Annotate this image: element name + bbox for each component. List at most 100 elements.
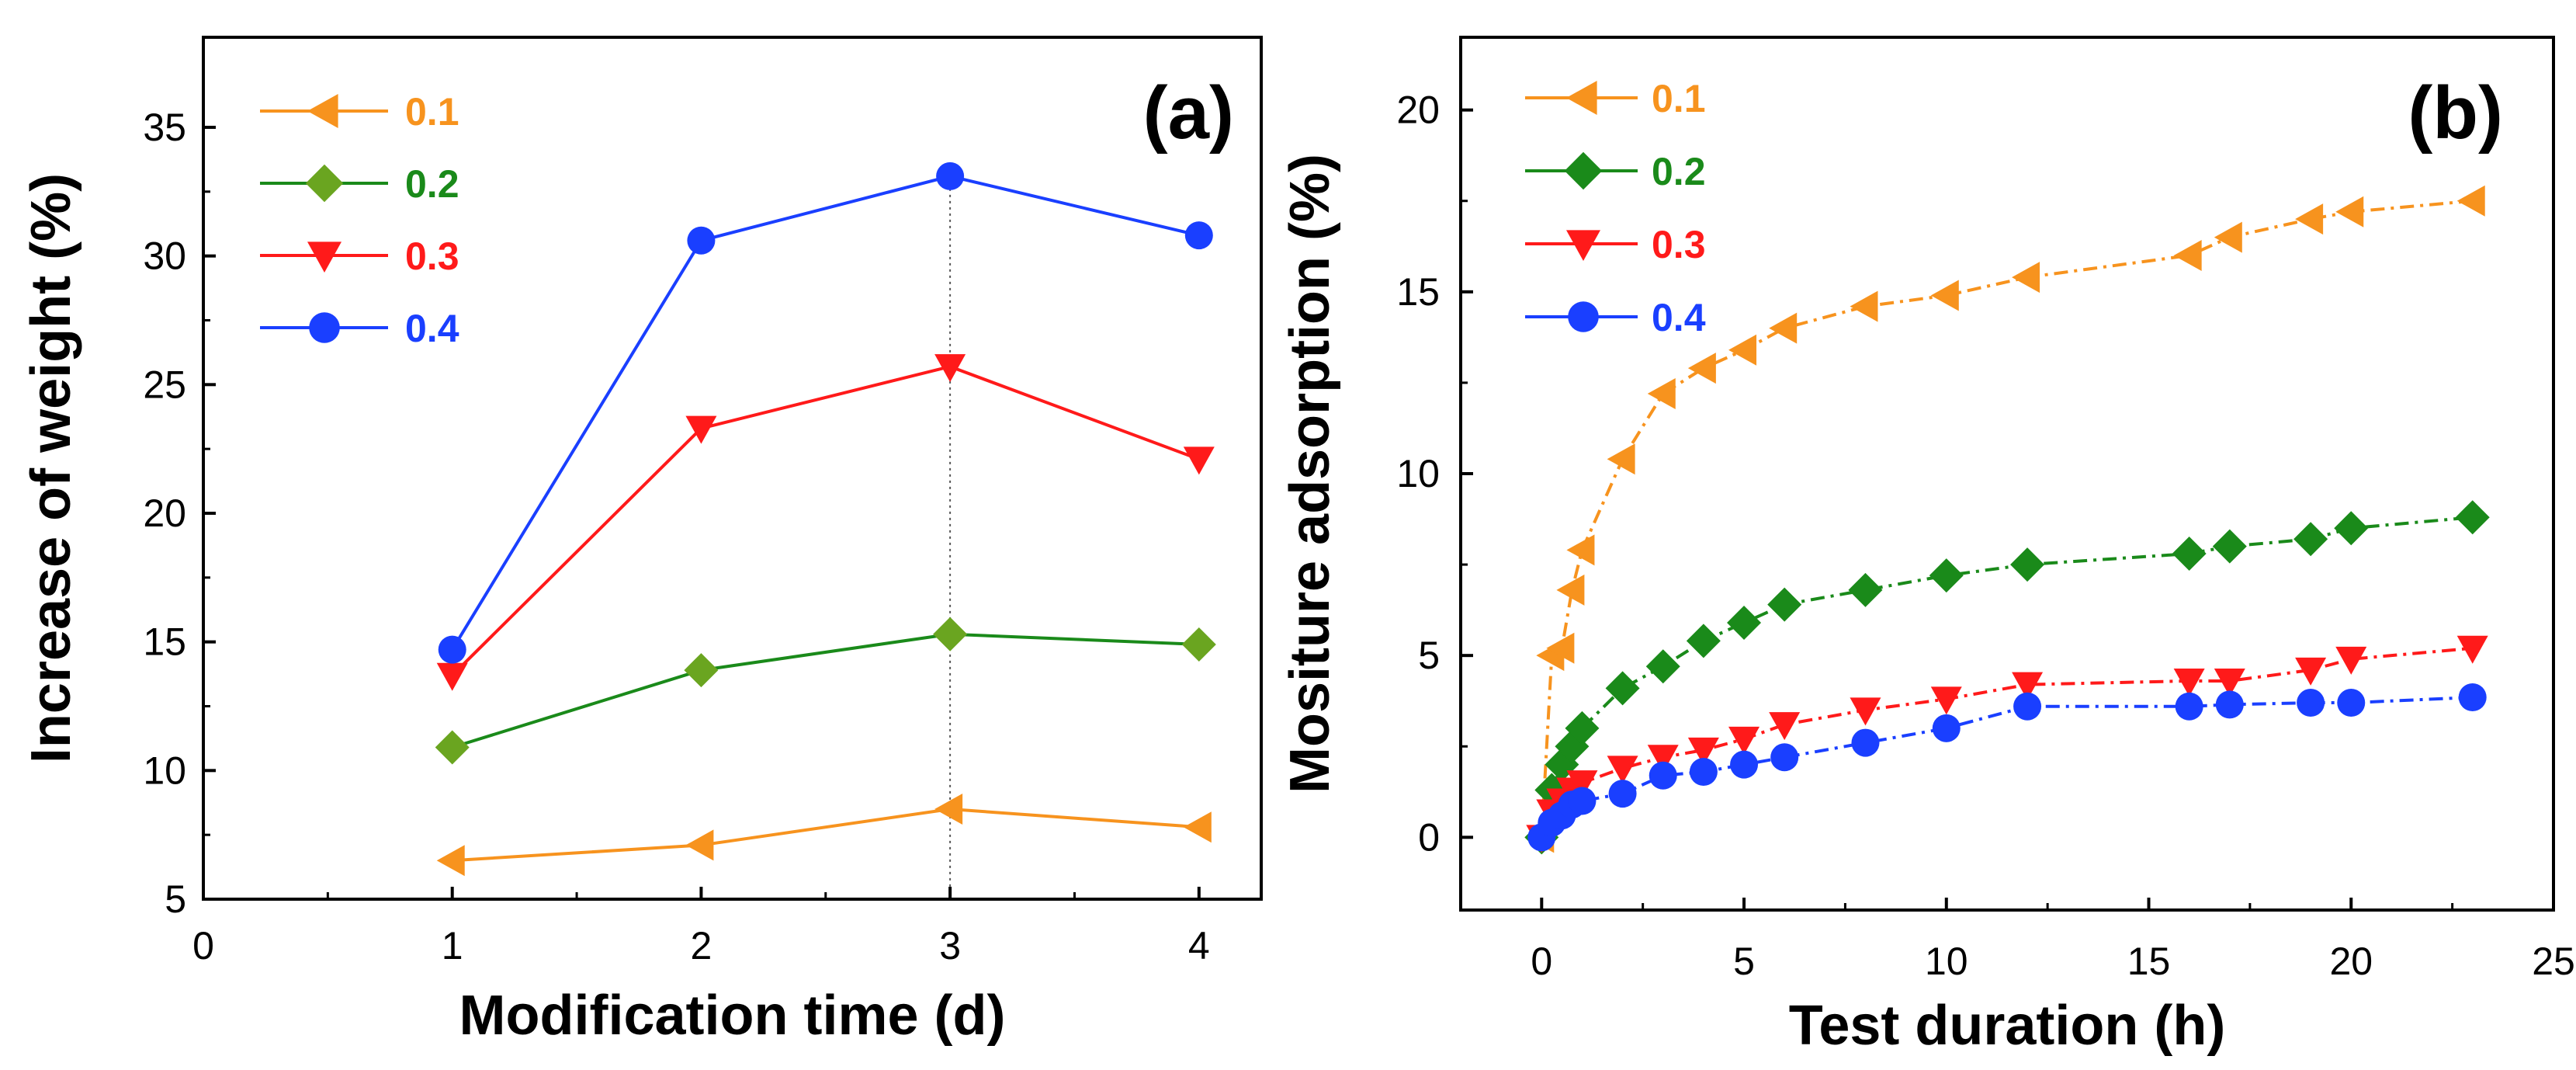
data-point-0.1 (1850, 290, 1878, 322)
data-point-0.1 (1647, 377, 1676, 409)
data-point-0.1 (1556, 574, 1585, 606)
y-tick-label: 30 (143, 234, 186, 278)
data-point-0.1 (1566, 534, 1595, 566)
data-point-0.3 (1687, 737, 1719, 766)
series-line-0.1 (1540, 199, 2473, 838)
panel-b: 0 5 10 15 20 25 0 5 10 15 20 Test duration (h) Mosit… (1279, 36, 2575, 1057)
series-line-0.1 (452, 808, 1199, 863)
data-point-0.3 (436, 662, 468, 691)
data-point-0.1 (1769, 312, 1798, 344)
legend-marker (1566, 230, 1600, 261)
legend-marker (305, 164, 344, 203)
data-point-0.4 (2013, 692, 2042, 721)
data-point-0.2 (1767, 587, 1802, 622)
data-point-0.3 (685, 415, 717, 444)
legend-label: 0.2 (1652, 150, 1706, 193)
data-point-0.2 (2212, 529, 2247, 564)
panel-label: (b) (2408, 71, 2503, 155)
y-tick-label: 20 (1396, 89, 1440, 132)
data-point-0.3 (1930, 686, 1962, 715)
data-point-0.2 (1565, 710, 1600, 745)
data-point-0.1 (1728, 334, 1757, 366)
legend-label: 0.2 (405, 162, 459, 206)
plot-frame (202, 36, 1263, 901)
legend-marker (307, 241, 342, 273)
data-point-0.3 (1183, 446, 1215, 475)
data-point-0.3 (1728, 726, 1760, 755)
x-axis-title: Modification time (d) (459, 985, 1006, 1047)
data-point-0.3 (2335, 646, 2367, 675)
data-point-0.1 (1687, 353, 1716, 384)
data-point-0.2 (1181, 627, 1216, 662)
data-point-0.1 (2012, 262, 2040, 294)
series-line-0.4 (450, 174, 1200, 651)
data-point-0.3 (1647, 745, 1679, 773)
data-point-0.4 (936, 162, 965, 190)
data-point-0.3 (1850, 697, 1881, 726)
legend-label: 0.1 (1652, 77, 1706, 120)
y-axis-title: Mositure adsorption (%) (1279, 154, 1341, 794)
data-point-0.4 (438, 635, 466, 664)
data-point-0.3 (2214, 668, 2245, 697)
data-point-0.2 (2172, 537, 2207, 571)
x-tick-label: 0 (192, 924, 214, 968)
y-tick-label: 5 (165, 877, 186, 921)
data-point-0.1 (2456, 185, 2485, 217)
data-point-0.4 (1649, 761, 1677, 790)
data-point-0.4 (687, 226, 716, 255)
data-point-0.4 (1730, 750, 1759, 779)
data-point-0.1 (1607, 443, 1635, 475)
data-point-0.2 (2293, 522, 2328, 557)
series-line-0.3 (1540, 646, 2473, 839)
data-point-0.4 (2337, 689, 2366, 717)
y-tick-label: 35 (143, 106, 186, 149)
data-point-0.3 (2295, 657, 2327, 686)
legend-label: 0.3 (405, 234, 459, 278)
x-tick-label: 10 (1925, 940, 1968, 983)
legend-marker (307, 94, 338, 128)
data-point-0.2 (933, 617, 968, 651)
data-point-0.2 (2455, 500, 2490, 535)
data-point-0.2 (1686, 624, 1721, 658)
x-tick-label: 20 (2329, 940, 2373, 983)
legend-marker (1566, 81, 1597, 115)
series-line-0.3 (451, 365, 1200, 677)
data-point-0.2 (1645, 649, 1680, 684)
data-point-0.2 (2010, 547, 2045, 582)
legend-marker (1564, 151, 1603, 190)
data-point-0.4 (1184, 221, 1213, 250)
x-tick-label: 3 (939, 924, 961, 968)
y-tick-label: 0 (1418, 815, 1440, 859)
data-point-0.2 (1605, 671, 1640, 706)
data-point-0.1 (1930, 280, 1959, 311)
data-point-0.1 (2335, 196, 2364, 228)
legend-label: 0.1 (405, 90, 459, 134)
data-point-0.4 (2175, 692, 2203, 721)
data-point-0.1 (1546, 632, 1575, 664)
data-point-0.3 (934, 354, 966, 383)
data-point-0.1 (2173, 240, 2202, 271)
data-point-0.1 (685, 829, 714, 861)
y-tick-label: 25 (143, 363, 186, 406)
legend-label: 0.3 (1652, 223, 1706, 266)
y-tick-label: 10 (143, 749, 186, 792)
legend-label: 0.4 (405, 307, 459, 350)
data-point-0.4 (1932, 714, 1961, 742)
data-point-0.3 (2173, 668, 2205, 697)
data-point-0.4 (1770, 743, 1799, 772)
data-point-0.3 (1607, 756, 1638, 784)
data-point-0.2 (2334, 511, 2369, 546)
y-tick-label: 20 (143, 492, 186, 535)
data-point-0.1 (436, 845, 465, 877)
data-point-0.4 (2458, 683, 2487, 712)
x-tick-label: 15 (2127, 940, 2171, 983)
data-point-0.4 (1689, 758, 1718, 787)
data-point-0.3 (2012, 672, 2044, 700)
data-point-0.3 (2456, 635, 2488, 664)
data-point-0.1 (2295, 203, 2324, 235)
x-tick-label: 25 (2532, 940, 2575, 983)
data-point-0.3 (1769, 712, 1801, 741)
x-tick-label: 5 (1733, 940, 1755, 983)
panel-a: 0 1 2 3 4 5 10 15 20 25 30 35 Modification time (d) I… (20, 36, 1263, 1047)
data-point-0.3 (1566, 770, 1598, 799)
